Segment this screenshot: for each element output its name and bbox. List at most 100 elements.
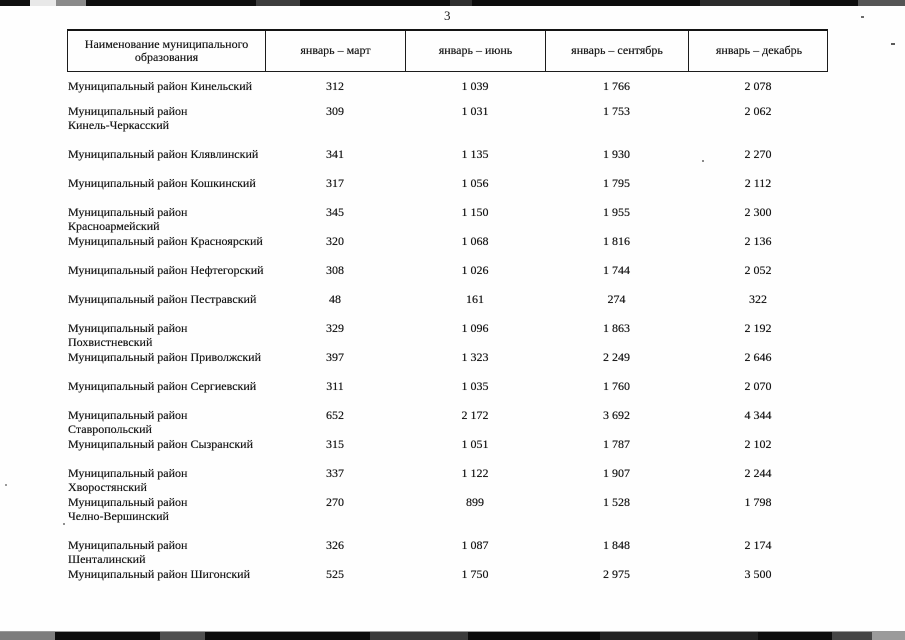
value-cell: 652 <box>326 408 344 422</box>
table-row: Муниципальный район Нефтегорский 308 1 026… <box>67 263 828 293</box>
column-header-jan-mar: январь – март <box>266 31 406 71</box>
value-cell: 1 096 <box>461 321 489 335</box>
value-cell: 1 035 <box>461 379 489 393</box>
value-cell: 2 646 <box>744 350 772 364</box>
scan-speck <box>63 523 65 525</box>
table-row: Муниципальный район Ставропольский 652 2 1… <box>67 408 828 438</box>
municipality-name: Муниципальный район Пестравский <box>68 292 257 306</box>
value-cell: 341 <box>326 147 344 161</box>
scan-speck <box>702 160 704 162</box>
table-row: Муниципальный район Красноярский 320 1 068… <box>67 234 828 264</box>
column-header-jan-sep: январь – сентябрь <box>546 31 689 71</box>
municipality-name: Муниципальный район Шенталинский <box>68 538 188 566</box>
column-header-jan-dec: январь – декабрь <box>715 43 803 58</box>
value-cell: 1 795 <box>603 176 630 190</box>
value-cell: 2 192 <box>744 321 772 335</box>
value-cell: 309 <box>326 104 344 118</box>
value-cell: 1 026 <box>461 263 489 277</box>
value-cell: 2 136 <box>744 234 772 248</box>
value-cell: 525 <box>326 567 344 581</box>
table-row: Муниципальный район Хворостянский 337 1 12… <box>67 466 828 496</box>
value-cell: 48 <box>329 292 341 306</box>
value-cell: 312 <box>326 79 344 93</box>
municipality-name: Муниципальный район Сергиевский <box>68 379 257 393</box>
value-cell: 1 848 <box>603 538 630 552</box>
page-number: 3 <box>444 8 451 23</box>
value-cell: 326 <box>326 538 344 552</box>
value-cell: 397 <box>326 350 344 364</box>
municipality-name: Муниципальный район Красноармейский <box>68 205 188 233</box>
municipality-name: Муниципальный район Приволжский <box>68 350 262 364</box>
table-row: Муниципальный район Пестравский 48 161 274 3… <box>67 292 828 322</box>
value-cell: 2 062 <box>744 104 772 118</box>
value-cell: 329 <box>326 321 344 335</box>
municipality-name: Муниципальный район Красноярский <box>68 234 263 248</box>
value-cell: 1 087 <box>461 538 489 552</box>
scan-artifact-top <box>0 0 905 6</box>
value-cell: 1 051 <box>461 437 489 451</box>
value-cell: 308 <box>326 263 344 277</box>
value-cell: 315 <box>326 437 344 451</box>
value-cell: 2 070 <box>744 379 772 393</box>
municipality-name: Муниципальный район Клявлинский <box>68 147 259 161</box>
value-cell: 899 <box>466 495 484 509</box>
value-cell: 2 052 <box>744 263 772 277</box>
table-row: Муниципальный район Сызранский 315 1 051 1 … <box>67 437 828 467</box>
scan-speck <box>861 16 864 18</box>
scan-artifact-bottom <box>0 631 905 640</box>
value-cell: 1 122 <box>461 466 489 480</box>
value-cell: 1 528 <box>603 495 630 509</box>
value-cell: 320 <box>326 234 344 248</box>
value-cell: 3 692 <box>603 408 630 422</box>
municipality-name: Муниципальный район Кинельский <box>68 79 253 93</box>
value-cell: 1 744 <box>603 263 630 277</box>
scan-speck <box>5 484 7 486</box>
value-cell: 1 056 <box>461 176 489 190</box>
table-row: Муниципальный район Кинельский 312 1 039 1 … <box>67 79 828 105</box>
value-cell: 1 955 <box>603 205 630 219</box>
value-cell: 1 766 <box>603 79 630 93</box>
value-cell: 1 907 <box>603 466 630 480</box>
municipality-name: Муниципальный район Шигонский <box>68 567 251 581</box>
table-row: Муниципальный район Приволжский 397 1 323 2… <box>67 350 828 380</box>
scan-speck <box>891 43 895 45</box>
value-cell: 2 102 <box>744 437 772 451</box>
value-cell: 2 975 <box>603 567 630 581</box>
value-cell: 2 249 <box>603 350 630 364</box>
value-cell: 2 112 <box>744 176 772 190</box>
value-cell: 1 816 <box>603 234 630 248</box>
value-cell: 1 787 <box>603 437 630 451</box>
municipality-name: Муниципальный район Похвистневский <box>68 321 188 349</box>
value-cell: 3 500 <box>744 567 772 581</box>
value-cell: 161 <box>466 292 484 306</box>
value-cell: 1 863 <box>603 321 630 335</box>
value-cell: 2 244 <box>744 466 772 480</box>
table-row: Муниципальный район Шенталинский 326 1 087… <box>67 538 828 568</box>
value-cell: 1 753 <box>603 104 630 118</box>
value-cell: 274 <box>607 292 626 306</box>
table-row: Муниципальный район Клявлинский 341 1 135 1… <box>67 147 828 177</box>
municipality-name: Муниципальный район Хворостянский <box>68 466 188 494</box>
municipality-name: Муниципальный район Ставропольский <box>68 408 188 436</box>
value-cell: 2 300 <box>744 205 772 219</box>
municipality-name: Муниципальный район Нефтегорский <box>68 263 264 277</box>
table-row: Муниципальный район Похвистневский 329 1 0… <box>67 321 828 351</box>
value-cell: 1 760 <box>603 379 630 393</box>
value-cell: 1 750 <box>461 567 489 581</box>
table-body: Муниципальный район Кинельский 312 1 039 1 … <box>67 79 828 597</box>
value-cell: 2 078 <box>744 79 772 93</box>
value-cell: 1 068 <box>461 234 489 248</box>
table-row: Муниципальный район Кинель-Черкасский 309… <box>67 104 828 148</box>
value-cell: 1 150 <box>461 205 489 219</box>
data-table: Наименование муниципального образования … <box>67 29 828 597</box>
table-row: Муниципальный район Шигонский 525 1 750 2 9… <box>67 567 828 597</box>
value-cell: 345 <box>326 205 344 219</box>
column-header-jan-jun: январь – июнь <box>406 31 546 71</box>
municipality-name: Муниципальный район Сызранский <box>68 437 254 451</box>
column-header-municipality: Наименование муниципального образования <box>68 31 266 71</box>
value-cell: 317 <box>326 176 344 190</box>
value-cell: 322 <box>749 292 767 306</box>
value-cell: 2 174 <box>744 538 772 552</box>
table-row: Муниципальный район Челно-Вершинский 270 8… <box>67 495 828 539</box>
